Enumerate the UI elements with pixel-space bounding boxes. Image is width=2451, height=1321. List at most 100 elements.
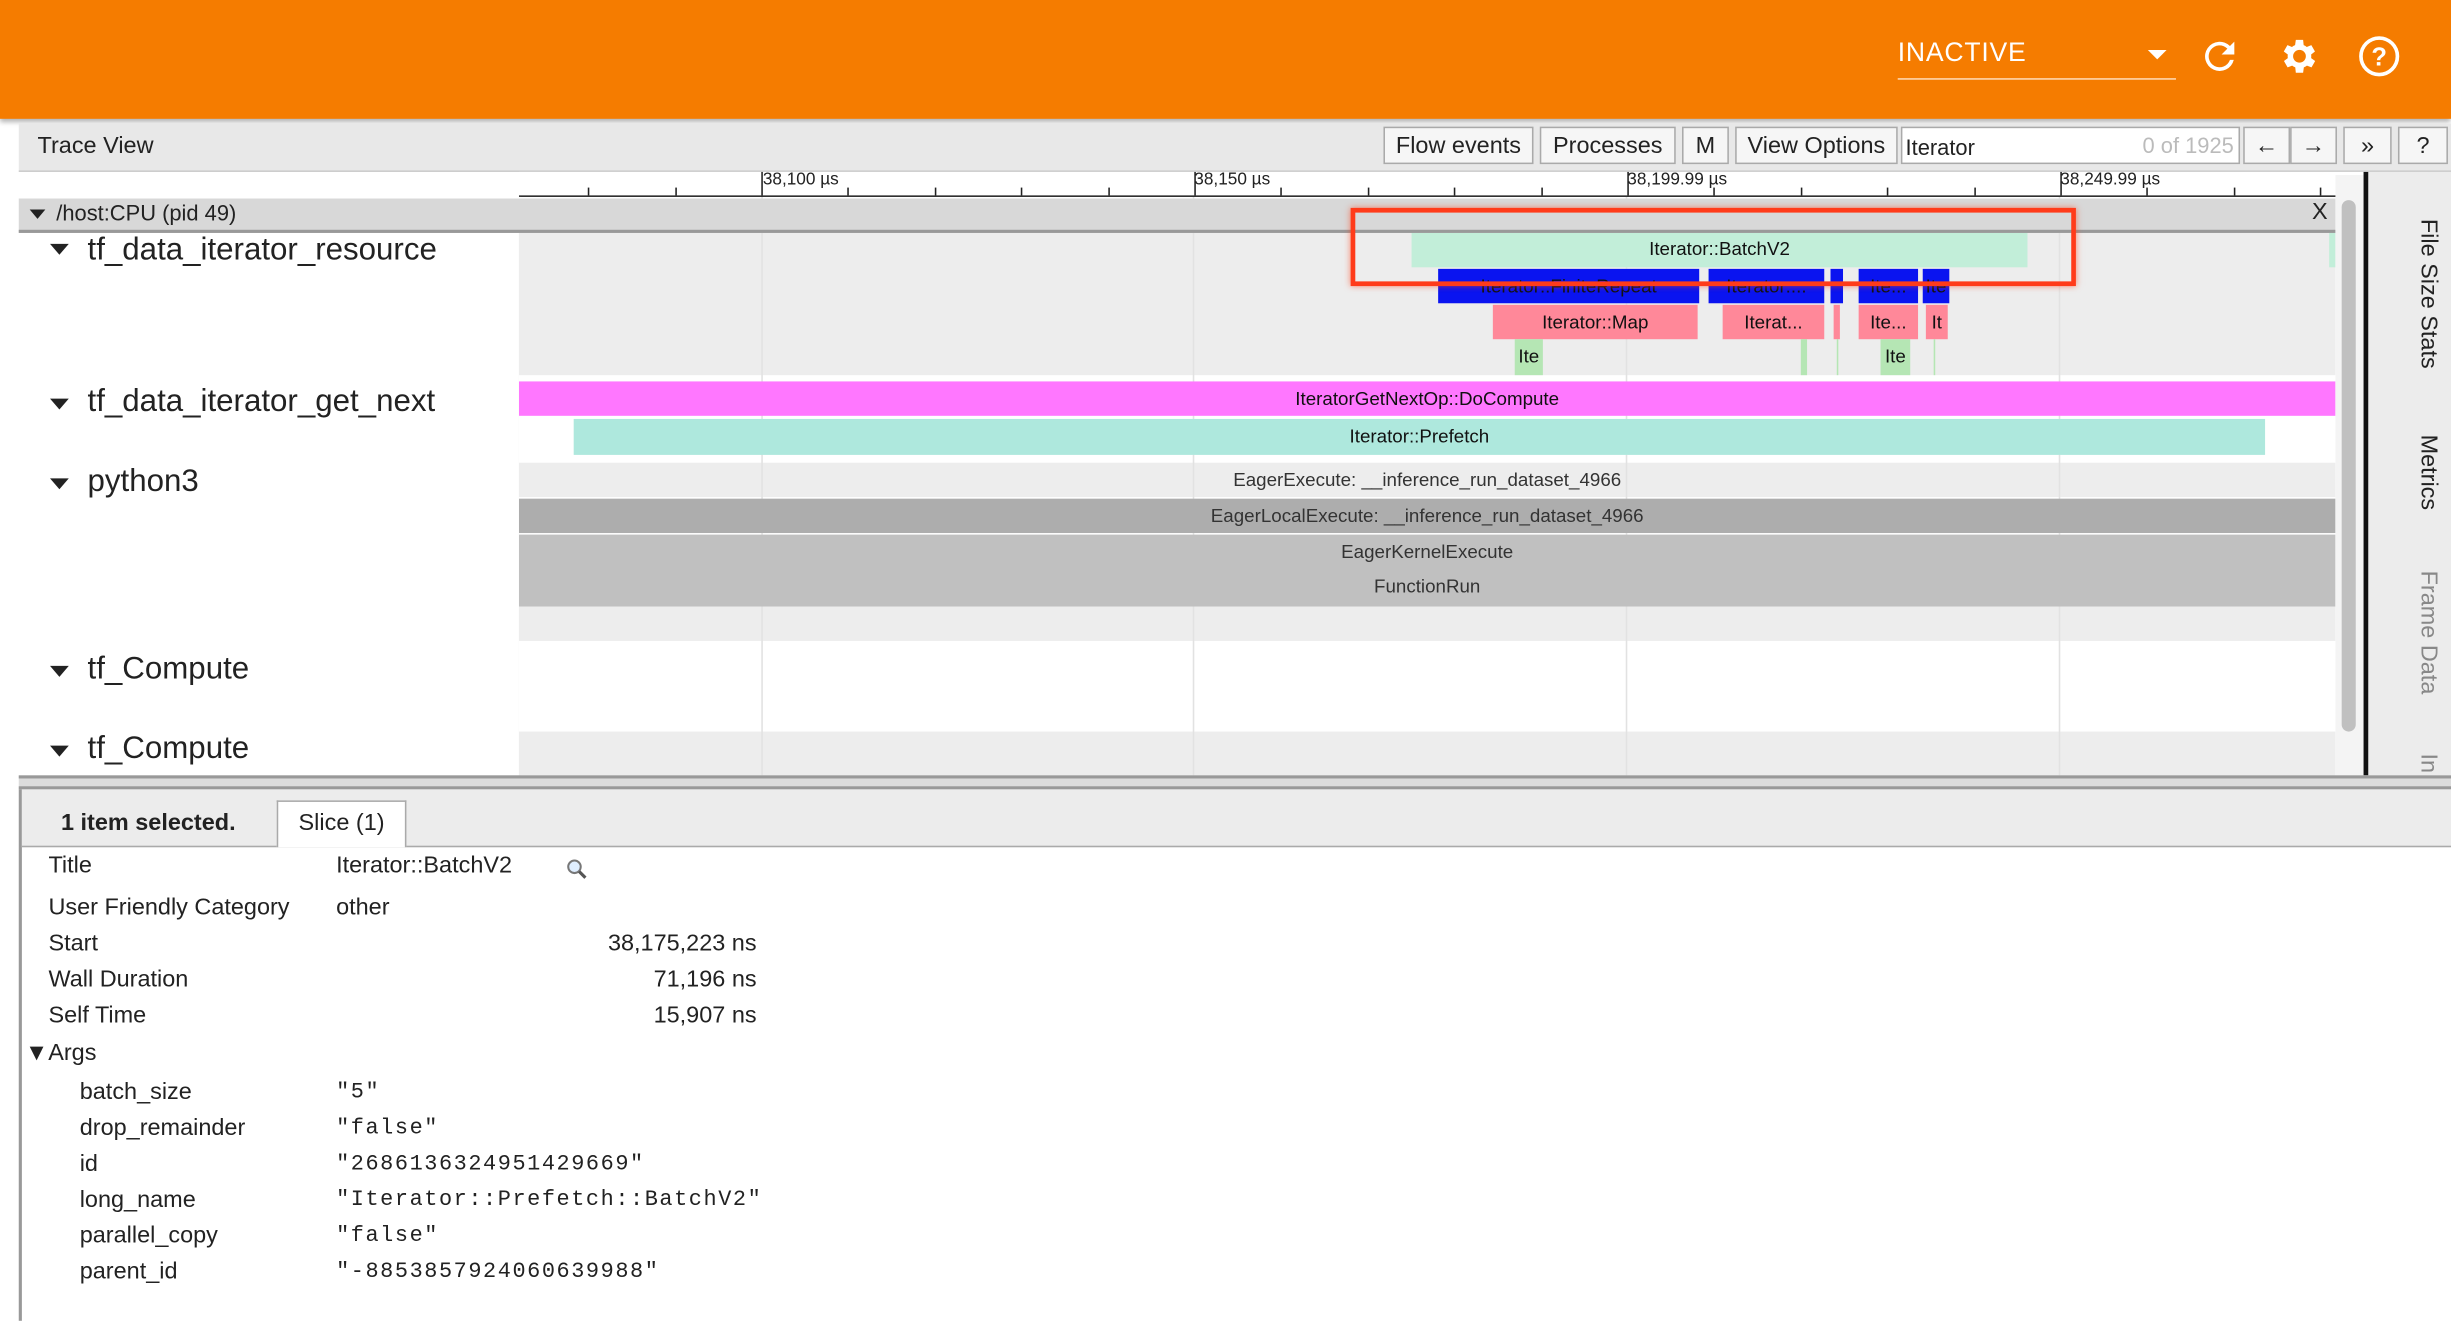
help-button[interactable]: ? (2397, 126, 2448, 165)
slice[interactable]: Ite... (1858, 304, 1919, 340)
slice[interactable]: EagerLocalExecute: __inference_run_datas… (518, 498, 2336, 534)
grid-line (761, 196, 763, 776)
collapse-triangle-icon[interactable] (50, 745, 69, 757)
collapse-triangle-icon[interactable] (50, 665, 69, 677)
args-toggle[interactable]: ▼Args (25, 1039, 97, 1067)
slice[interactable]: It (1925, 304, 1948, 340)
arg-key: parent_id (79, 1258, 178, 1285)
tab-metrics[interactable]: Metrics (2415, 434, 2442, 511)
expand-button[interactable]: » (2343, 126, 2392, 165)
field-value: 38,175,223 ns (607, 930, 757, 957)
field-value: Iterator::BatchV2 (336, 851, 513, 879)
ruler-tick (2233, 187, 2236, 196)
flow-events-button[interactable]: Flow events (1383, 126, 1534, 165)
ruler-tick (1021, 187, 1023, 196)
processes-button[interactable]: Processes (1539, 126, 1676, 165)
tab-frame-data[interactable]: Frame Data (2415, 570, 2442, 695)
collapse-triangle-icon[interactable] (29, 209, 46, 219)
view-options-button[interactable]: View Options (1735, 126, 1898, 165)
page-title: Trace View (37, 132, 154, 160)
tab-input-latency[interactable]: In (2415, 753, 2442, 774)
vertical-scrollbar[interactable] (2335, 175, 2364, 776)
close-process-button[interactable]: X (2311, 198, 2328, 226)
status-select[interactable]: INACTIVE (1897, 38, 2176, 80)
slice[interactable]: Iterator::Prefetch (573, 418, 2266, 455)
thread-label: python3 (87, 464, 199, 499)
slice[interactable]: Iterat... (1722, 304, 1825, 340)
grid-line (1192, 196, 1195, 776)
slice[interactable] (1933, 339, 1936, 376)
ruler-tick (674, 187, 677, 196)
field-label: Self Time (48, 1002, 147, 1029)
arg-value: "-8853857924060639988" (336, 1259, 660, 1285)
ruler-tick (588, 187, 590, 196)
arg-value: "false" (336, 1223, 439, 1249)
tab-slice[interactable]: Slice (1) (276, 800, 407, 848)
slice[interactable]: FunctionRun (518, 569, 2336, 607)
ruler-tick (1887, 187, 1889, 196)
app-header: INACTIVE ? (0, 0, 2451, 119)
prev-result-button[interactable]: ← (2243, 126, 2291, 165)
ruler-label: 38,100 µs (762, 170, 839, 190)
track-bg (518, 731, 2336, 776)
slice[interactable]: Iterator::Map (1492, 304, 1698, 340)
process-header[interactable]: /host:CPU (pid 49) X (18, 198, 2336, 233)
grid-line (1625, 196, 1628, 776)
slice[interactable]: Ite (1514, 339, 1543, 376)
ruler-tick (2320, 187, 2322, 196)
field-label: Title (48, 851, 92, 879)
tab-file-size-stats[interactable]: File Size Stats (2415, 218, 2442, 369)
refresh-icon[interactable] (2198, 34, 2242, 78)
selection-count: 1 item selected. (60, 809, 236, 837)
panel-resize-handle[interactable] (18, 775, 2451, 790)
chevron-down-icon (2147, 50, 2167, 60)
field-label: Wall Duration (48, 966, 189, 993)
ruler-label: 38,150 µs (1194, 170, 1271, 190)
track-bg (518, 606, 2336, 641)
track-bg (518, 462, 2336, 498)
field-value: 71,196 ns (653, 966, 757, 993)
slice[interactable] (1833, 304, 1840, 340)
arg-value: "5" (336, 1080, 381, 1106)
arg-key: id (79, 1150, 98, 1178)
gear-icon[interactable] (2278, 34, 2322, 78)
thread-label: tf_Compute (87, 651, 250, 687)
collapse-triangle-icon[interactable] (50, 243, 69, 255)
slice[interactable]: Iterator::BatchV2 (1411, 231, 2028, 268)
slice[interactable]: Ite (1880, 339, 1911, 376)
ruler-tick (1540, 187, 1543, 196)
field-value: other (336, 894, 390, 921)
metadata-button[interactable]: M (1682, 126, 1729, 165)
track-labels: tf_data_iterator_resource tf_data_iterat… (18, 196, 521, 776)
slice[interactable] (2329, 231, 2336, 268)
slice[interactable]: EagerKernelExecute (518, 534, 2336, 570)
arg-key: batch_size (79, 1078, 192, 1106)
ruler-tick (1367, 187, 1370, 196)
thread-label: tf_data_iterator_get_next (87, 384, 436, 419)
field-value: 15,907 ns (653, 1002, 757, 1029)
next-result-button[interactable]: → (2290, 126, 2337, 165)
field-label: User Friendly Category (48, 894, 290, 921)
search-value: Iterator (1905, 134, 1975, 160)
side-panel-tabs: File Size Stats Metrics Frame Data In (2363, 171, 2451, 776)
ruler-tick (761, 171, 763, 196)
search-icon[interactable] (566, 858, 588, 880)
time-ruler: 38,100 µs 38,150 µs 38,199.99 µs 38,249.… (518, 170, 2364, 197)
ruler-tick (1800, 187, 1803, 196)
ruler-tick (1280, 187, 1283, 196)
help-icon[interactable]: ? (2357, 34, 2401, 78)
collapse-triangle-icon[interactable] (50, 478, 69, 490)
slice[interactable]: IteratorGetNextOp::DoCompute (518, 381, 2336, 416)
slice[interactable] (1800, 339, 1808, 376)
arg-key: long_name (79, 1186, 196, 1214)
ruler-tick (1627, 171, 1629, 196)
highlight-annotation-box (1350, 207, 2076, 287)
slice[interactable]: EagerExecute: __inference_run_dataset_49… (1233, 468, 1622, 491)
search-input[interactable]: Iterator 0 of 1925 (1900, 126, 2241, 165)
slice[interactable] (1836, 339, 1839, 376)
arg-key: parallel_copy (79, 1222, 218, 1249)
ruler-tick (1454, 187, 1456, 196)
grid-line (2058, 196, 2061, 776)
scrollbar-thumb[interactable] (2341, 200, 2356, 732)
collapse-triangle-icon[interactable] (50, 398, 69, 410)
